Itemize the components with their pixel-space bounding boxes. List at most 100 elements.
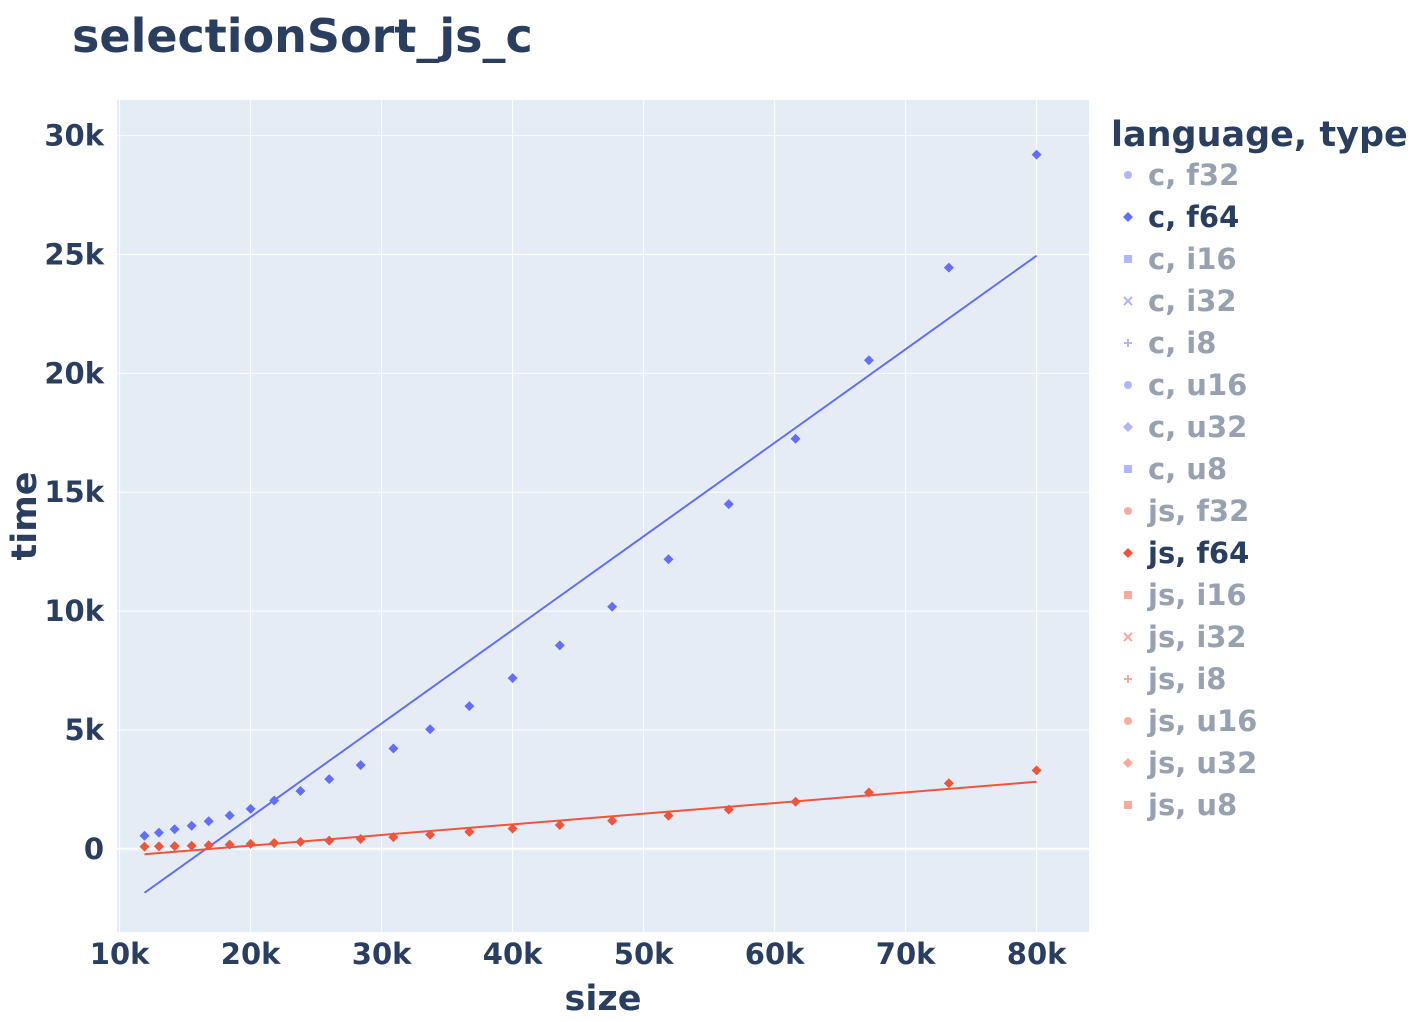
data-point <box>203 840 214 851</box>
data-point <box>554 640 565 651</box>
legend-item[interactable]: c, f64 <box>1123 200 1239 234</box>
cross-marker-icon <box>1124 675 1132 683</box>
y-tick-label: 20k <box>44 356 104 390</box>
legend-label: js, u32 <box>1147 746 1257 780</box>
data-point <box>388 832 399 843</box>
legend-label: js, u16 <box>1147 704 1257 738</box>
legend[interactable]: c, f32 c, f64 c, i16 c, i32 c, i8 c, u16 c, u3… <box>1123 158 1257 822</box>
cross-marker-icon <box>1124 339 1132 347</box>
x-marker-icon <box>1123 296 1133 306</box>
legend-label: js, i8 <box>1147 662 1226 696</box>
x-marker-icon <box>1123 632 1133 642</box>
trendlines <box>143 254 1038 894</box>
data-point <box>1031 765 1042 776</box>
data-point <box>224 839 235 850</box>
legend-label: c, u16 <box>1148 368 1247 402</box>
data-point <box>139 830 150 841</box>
y-tick-label: 10k <box>44 594 104 628</box>
legend-item[interactable]: c, i8 <box>1124 326 1216 360</box>
legend-item[interactable]: c, u32 <box>1123 410 1247 444</box>
data-point <box>388 743 399 754</box>
chart-title: selectionSort_js_c <box>72 9 533 63</box>
diamond-marker-icon <box>1123 212 1133 222</box>
legend-item[interactable]: js, i16 <box>1124 578 1247 612</box>
data-point <box>790 796 801 807</box>
legend-item[interactable]: js, i32 <box>1123 620 1247 654</box>
legend-item[interactable]: js, u32 <box>1123 746 1257 780</box>
circle-marker-icon <box>1124 717 1132 725</box>
circle-marker-icon <box>1124 507 1132 515</box>
legend-item[interactable]: js, u8 <box>1124 788 1237 822</box>
data-point <box>355 834 366 845</box>
data-point <box>863 787 874 798</box>
y-axis-ticks: 0 5k 10k 15k 20k 25k 30k <box>44 119 104 866</box>
square-marker-icon <box>1124 591 1132 599</box>
circle-marker-icon <box>1124 171 1132 179</box>
data-point <box>663 810 674 821</box>
legend-item[interactable]: js, i8 <box>1124 662 1226 696</box>
plot-area <box>117 100 1089 932</box>
data-point <box>269 837 280 848</box>
x-tick-label: 10k <box>90 937 150 971</box>
data-point <box>607 815 618 826</box>
x-tick-label: 70k <box>876 937 936 971</box>
x-tick-label: 80k <box>1007 937 1067 971</box>
legend-item[interactable]: c, f32 <box>1124 158 1239 192</box>
data-point <box>186 820 197 831</box>
legend-item[interactable]: js, f64 <box>1123 536 1249 570</box>
legend-label: js, f64 <box>1147 536 1249 570</box>
x-axis-ticks: 10k 20k 30k 40k 50k 60k 70k 80k <box>90 937 1067 971</box>
data-point <box>723 499 734 510</box>
legend-item[interactable]: c, i16 <box>1124 242 1237 276</box>
diamond-marker-icon <box>1123 422 1133 432</box>
x-axis-title: size <box>565 979 642 1019</box>
x-tick-label: 30k <box>352 937 412 971</box>
data-point <box>324 774 335 785</box>
data-point <box>139 841 150 852</box>
data-point <box>607 601 618 612</box>
data-point <box>169 824 180 835</box>
legend-label: c, u8 <box>1148 452 1227 486</box>
data-point <box>224 810 235 821</box>
legend-label: c, f32 <box>1148 158 1239 192</box>
x-tick-label: 40k <box>483 937 543 971</box>
legend-title: language, type <box>1111 115 1408 155</box>
data-point <box>245 803 256 814</box>
data-point <box>355 760 366 771</box>
data-point <box>425 829 436 840</box>
data-point <box>507 823 518 834</box>
y-tick-label: 15k <box>44 475 104 509</box>
data-point <box>153 841 164 852</box>
data-point <box>723 804 734 815</box>
legend-item[interactable]: c, i32 <box>1123 284 1237 318</box>
data-point <box>943 262 954 273</box>
data-point <box>1031 149 1042 160</box>
x-tick-label: 60k <box>745 937 805 971</box>
data-point <box>663 554 674 565</box>
legend-item[interactable]: js, f32 <box>1124 494 1249 528</box>
legend-item[interactable]: js, u16 <box>1124 704 1257 738</box>
data-point <box>269 795 280 806</box>
data-point <box>863 355 874 366</box>
legend-label: js, f32 <box>1147 494 1249 528</box>
legend-item[interactable]: c, u16 <box>1124 368 1247 402</box>
legend-label: js, i32 <box>1147 620 1247 654</box>
diamond-marker-icon <box>1123 548 1133 558</box>
data-points <box>139 149 1042 852</box>
circle-marker-icon <box>1124 381 1132 389</box>
x-tick-label: 50k <box>614 937 674 971</box>
data-point <box>245 838 256 849</box>
data-point <box>554 820 565 831</box>
data-point <box>295 836 306 847</box>
legend-label: c, u32 <box>1148 410 1247 444</box>
data-point <box>186 840 197 851</box>
y-tick-label: 5k <box>65 713 105 747</box>
y-axis-title: time <box>5 472 45 561</box>
grid-lines <box>117 100 1089 932</box>
data-point <box>295 786 306 797</box>
legend-label: c, i32 <box>1148 284 1237 318</box>
data-point <box>464 701 475 712</box>
legend-item[interactable]: c, u8 <box>1124 452 1227 486</box>
data-point <box>943 778 954 789</box>
